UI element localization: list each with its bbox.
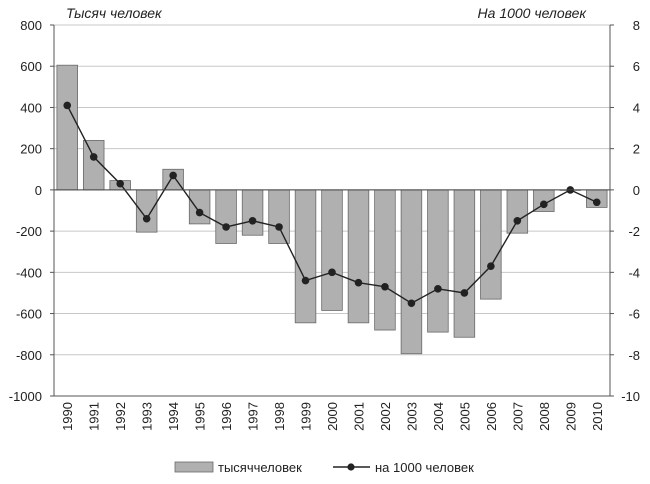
legend: тысяччеловек на 1000 человек: [174, 460, 474, 475]
x-tick-label: 2000: [325, 402, 340, 431]
y-tick-label: -600: [16, 307, 42, 322]
line-point: [460, 289, 469, 297]
x-tick-label: 2003: [404, 402, 419, 431]
bar: [480, 189, 502, 300]
bar-series: [56, 64, 608, 355]
x-tick-label: 1997: [246, 402, 261, 431]
line-point: [328, 268, 336, 277]
bar: [56, 64, 78, 191]
bar: [135, 189, 158, 233]
y-tick-label: 200: [20, 142, 42, 157]
x-tick-label: 2001: [351, 402, 366, 431]
y-tick-label: 600: [20, 59, 42, 74]
x-tick-label: 1992: [113, 402, 128, 431]
y2-tick-label: 4: [633, 100, 640, 115]
bar: [453, 189, 476, 338]
y2-tick-label: -8: [628, 348, 640, 363]
y-tick-label: 0: [35, 183, 42, 198]
line-point: [540, 200, 548, 209]
line-point: [63, 101, 72, 110]
x-tick-label: 2004: [431, 402, 446, 431]
y-tick-label: 800: [20, 18, 42, 33]
x-tick-label: 1991: [87, 402, 102, 431]
y2-tick-label: 6: [633, 59, 640, 74]
bar: [294, 189, 317, 324]
x-tick-label: 1998: [272, 402, 287, 431]
line-point: [275, 223, 283, 231]
line-point: [513, 217, 522, 225]
y-tick-label: -1000: [9, 389, 42, 404]
x-tick-label: 2002: [378, 402, 393, 431]
right-axis-unit-label: На 1000 человек: [478, 5, 588, 21]
x-tick-label: 2006: [484, 402, 499, 431]
bar: [321, 189, 343, 311]
x-tick-label: 1993: [140, 402, 155, 431]
axes: 8006004002000-200-400-600-800-100086420-…: [9, 18, 640, 431]
line-point: [487, 262, 495, 270]
bar: [427, 189, 449, 333]
y2-tick-label: -4: [628, 265, 640, 280]
y-tick-label: -400: [16, 265, 42, 280]
y2-tick-label: -6: [628, 307, 640, 322]
line-point: [354, 278, 363, 287]
legend-line-label: на 1000 человек: [375, 460, 474, 475]
y-tick-label: -200: [16, 224, 42, 239]
bar: [241, 189, 264, 236]
y2-tick-label: -2: [628, 224, 640, 239]
line-point: [381, 282, 389, 291]
line-point: [301, 276, 310, 285]
x-tick-label: 2005: [457, 402, 472, 431]
line-point: [142, 214, 151, 223]
line-point: [89, 153, 98, 161]
x-tick-label: 2009: [563, 402, 578, 431]
line-point: [222, 223, 230, 231]
y2-tick-label: 2: [633, 142, 640, 157]
y-tick-label: -800: [16, 348, 42, 363]
x-tick-label: 1996: [219, 402, 234, 431]
legend-line-marker: [347, 463, 355, 471]
x-tick-label: 1990: [60, 402, 75, 431]
line-point: [195, 208, 204, 217]
legend-bar-swatch: [174, 461, 214, 473]
left-axis-unit-label: Тысяч человек: [66, 5, 163, 21]
x-tick-label: 1994: [166, 402, 181, 431]
y-tick-label: 400: [20, 100, 42, 115]
line-point: [434, 285, 442, 293]
line-point: [248, 217, 257, 225]
line-point: [169, 171, 177, 180]
legend-bar-label: тысяччеловек: [218, 460, 302, 475]
y2-tick-label: 0: [633, 183, 640, 198]
x-tick-label: 1999: [299, 402, 314, 431]
bar: [188, 189, 211, 225]
x-tick-label: 1995: [193, 402, 208, 431]
bar: [268, 189, 290, 244]
line-point: [592, 198, 601, 207]
y2-tick-label: 8: [633, 18, 640, 33]
x-tick-label: 2008: [537, 402, 552, 431]
bar: [374, 189, 396, 331]
bar: [506, 189, 529, 234]
line-point: [116, 179, 124, 188]
bar: [215, 189, 237, 244]
line-point: [407, 299, 416, 308]
x-tick-label: 2007: [510, 402, 525, 431]
bar: [400, 189, 423, 355]
y2-tick-label: -10: [621, 389, 640, 404]
bar: [347, 189, 370, 324]
x-tick-label: 2010: [590, 402, 605, 431]
